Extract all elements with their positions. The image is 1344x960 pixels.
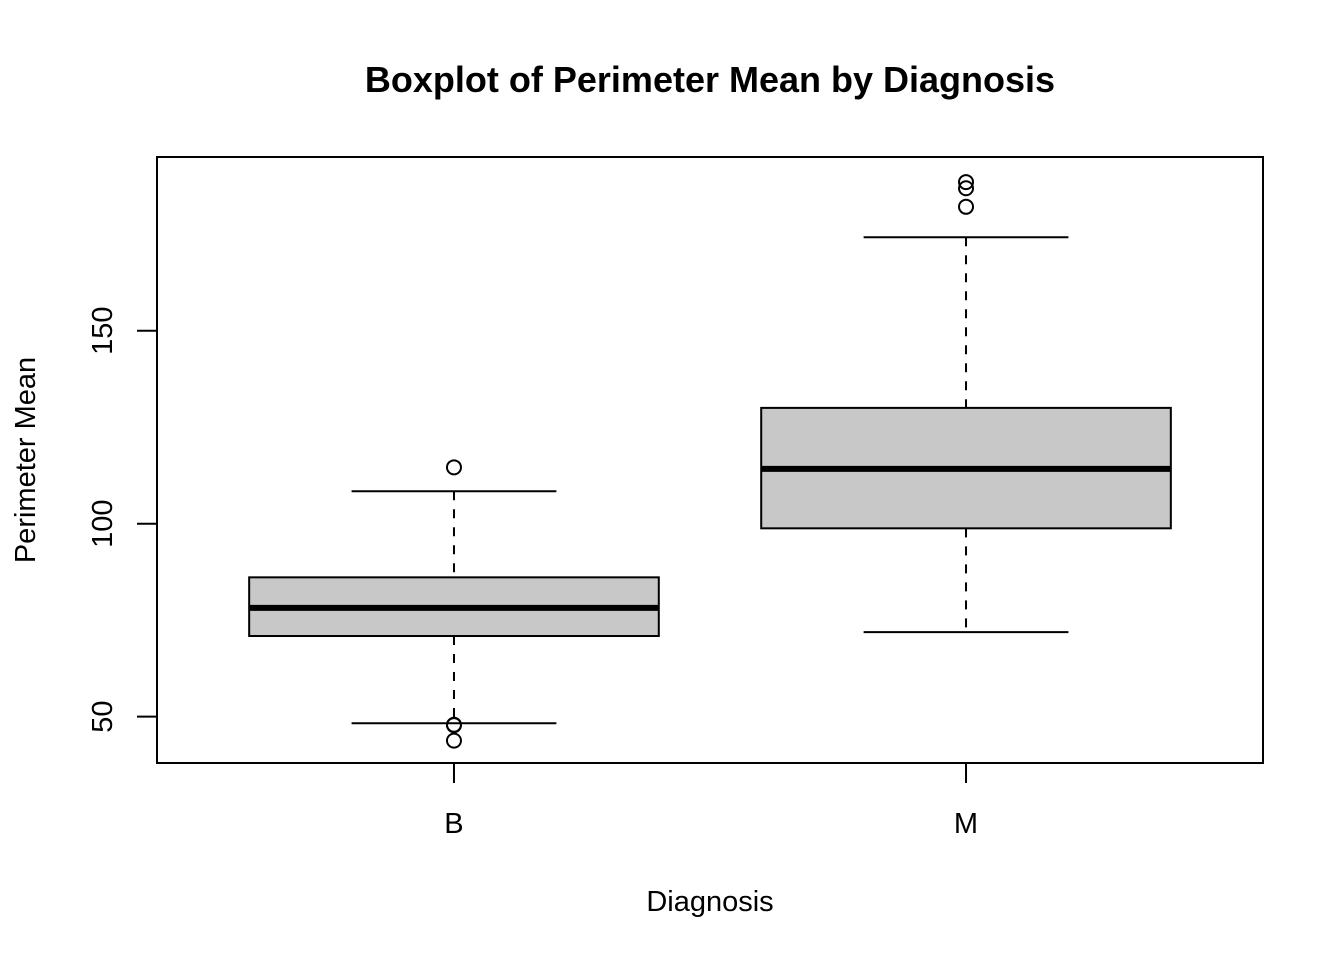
outlier-point: [958, 180, 975, 197]
outlier-point: [445, 732, 462, 749]
x-tick-label: M: [954, 808, 978, 840]
chart-title: Boxplot of Perimeter Mean by Diagnosis: [365, 59, 1055, 100]
chart-marks: [248, 174, 1172, 749]
y-axis-label: Perimeter Mean: [10, 357, 42, 563]
x-tick-label: B: [444, 808, 463, 840]
outlier-point: [445, 717, 462, 734]
outlier-point: [958, 174, 975, 191]
y-tick-label: 150: [87, 306, 119, 354]
box-group-b: [248, 459, 660, 749]
outlier-point: [958, 198, 975, 215]
x-axis-label: Diagnosis: [646, 886, 773, 918]
y-tick-label: 50: [87, 701, 119, 733]
y-axis: 50 100 150: [87, 306, 158, 733]
y-tick-label: 100: [87, 499, 119, 547]
outlier-point: [445, 459, 462, 476]
box-group-m: [760, 174, 1172, 634]
